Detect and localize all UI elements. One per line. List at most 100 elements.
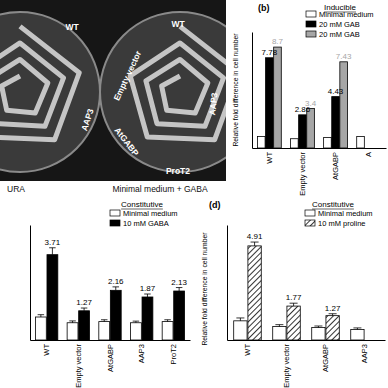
x-tick-label: WT: [42, 344, 51, 356]
data-label: 7.78: [262, 48, 278, 57]
data-label: 2.16: [108, 277, 124, 286]
x-tick: Empty vector: [282, 340, 291, 388]
data-label: 4.91: [247, 232, 263, 241]
data-label: 1.77: [286, 293, 302, 302]
bar: [79, 311, 90, 340]
bar: [266, 58, 274, 148]
bar: [299, 115, 307, 148]
legend-swatch: [306, 11, 316, 17]
bar: [162, 322, 173, 340]
plate-label: WT: [65, 22, 79, 32]
bar: [47, 255, 58, 340]
legend-swatch: [110, 210, 120, 216]
legend-swatch: [306, 31, 316, 37]
y-axis: [30, 226, 31, 341]
x-tick-label: WT: [265, 152, 274, 164]
bar: [357, 136, 365, 148]
error-bar: [275, 325, 283, 327]
x-tick-label: WT: [243, 344, 252, 356]
bar: [35, 317, 46, 340]
chart-title: Constitutive: [121, 200, 163, 209]
legend: Minimal medium20 mM GAB20 mM GAB: [306, 10, 374, 39]
y-axis-title: Relative fold difference in cell number: [232, 33, 239, 147]
bar: [110, 290, 121, 340]
x-tick-label: AtGABP: [321, 344, 330, 372]
error-bar: [144, 294, 151, 297]
bar: [291, 139, 299, 148]
error-bar: [176, 288, 183, 291]
plate-label: WT: [171, 19, 185, 29]
x-tick: AAP3: [137, 340, 146, 363]
plot-area: [257, 47, 364, 148]
bar: [273, 327, 286, 340]
bar: [312, 328, 325, 340]
x-tick: AtGABP: [321, 340, 330, 372]
error-bar: [49, 248, 56, 255]
panel-label: (b): [258, 3, 270, 13]
legend-swatch: [305, 210, 315, 216]
figure: WTAAP3WTEmpty vectorAAP3AtGABPProT2 URA Mi…: [0, 0, 388, 388]
x-tick-label: AAP3: [360, 344, 369, 363]
error-bar: [81, 308, 88, 311]
x-tick-label: AtGABP: [106, 344, 115, 372]
chart-panel: 4.911.771.27WTEmpty vectorAtGABPAAP3Rela…: [201, 200, 386, 388]
x-tick: AtGABP: [331, 148, 340, 180]
x-tick-label: A: [364, 152, 373, 157]
caption: URA: [7, 184, 25, 194]
streak: [0, 26, 79, 139]
caption: Minimal medium + GABA: [112, 184, 208, 194]
data-label: 2.13: [171, 278, 187, 287]
y-axis-line: [30, 226, 31, 341]
error-bar: [164, 320, 171, 322]
x-tick-label: Empty vector: [298, 152, 307, 196]
error-bar: [113, 287, 120, 290]
data-label: 3.71: [45, 238, 61, 247]
x-axis-line: [31, 340, 191, 341]
bar: [326, 316, 339, 340]
bar: [332, 97, 340, 148]
data-label: 8.7: [272, 37, 284, 46]
y-axis-line: [252, 33, 253, 149]
error-bar: [236, 318, 244, 321]
error-bar: [290, 303, 298, 306]
bar: [340, 62, 348, 148]
chart-panel: 7.782.864.438.73.47.43WTEmpty vectorAtGA…: [232, 3, 387, 196]
plate-label: AtGABP: [112, 125, 141, 158]
error-bar: [329, 314, 337, 316]
bar: [324, 138, 332, 148]
bar: [307, 109, 315, 148]
error-bar: [101, 320, 108, 322]
bar: [130, 323, 141, 340]
x-axis: WT Empty vector AtGABP A: [253, 148, 387, 196]
plate: [0, 12, 100, 172]
data-labels: 7.782.864.438.73.47.43: [262, 37, 352, 114]
y-axis: [227, 226, 228, 341]
bar: [174, 291, 185, 340]
x-axis: WT Empty vector AtGABP AAP3: [228, 340, 386, 388]
y-axis-line: [227, 226, 228, 341]
x-tick: WT: [265, 148, 274, 164]
chart-title: Constitutive: [312, 200, 354, 209]
x-tick: A: [364, 148, 373, 157]
error-bar: [251, 242, 259, 246]
x-axis-line: [253, 148, 387, 149]
bar: [287, 306, 300, 340]
bar: [351, 329, 364, 340]
legend-label: Minimal medium: [319, 10, 374, 19]
data-label: 4.43: [328, 87, 344, 96]
photo-panel: WTAAP3WTEmpty vectorAAP3AtGABPProT2 URA Mi…: [0, 0, 260, 194]
legend: Minimal medium10 mM GABA: [110, 209, 178, 228]
legend-swatch: [110, 220, 120, 226]
x-tick-label: Empty vector: [74, 344, 83, 388]
legend-label: 10 mM proline: [318, 219, 366, 228]
data-label: 1.27: [76, 298, 92, 307]
bar: [274, 47, 282, 148]
data-labels: 3.711.272.161.872.13: [45, 238, 188, 307]
photo: WTAAP3WTEmpty vectorAAP3AtGABPProT2: [0, 0, 226, 181]
legend-label: Minimal medium: [123, 209, 178, 218]
plate: [100, 12, 226, 172]
x-tick-label: AtGABP: [331, 152, 340, 180]
plot-area: [234, 242, 364, 340]
data-label: 3.4: [305, 99, 317, 108]
error-bar: [69, 321, 76, 323]
